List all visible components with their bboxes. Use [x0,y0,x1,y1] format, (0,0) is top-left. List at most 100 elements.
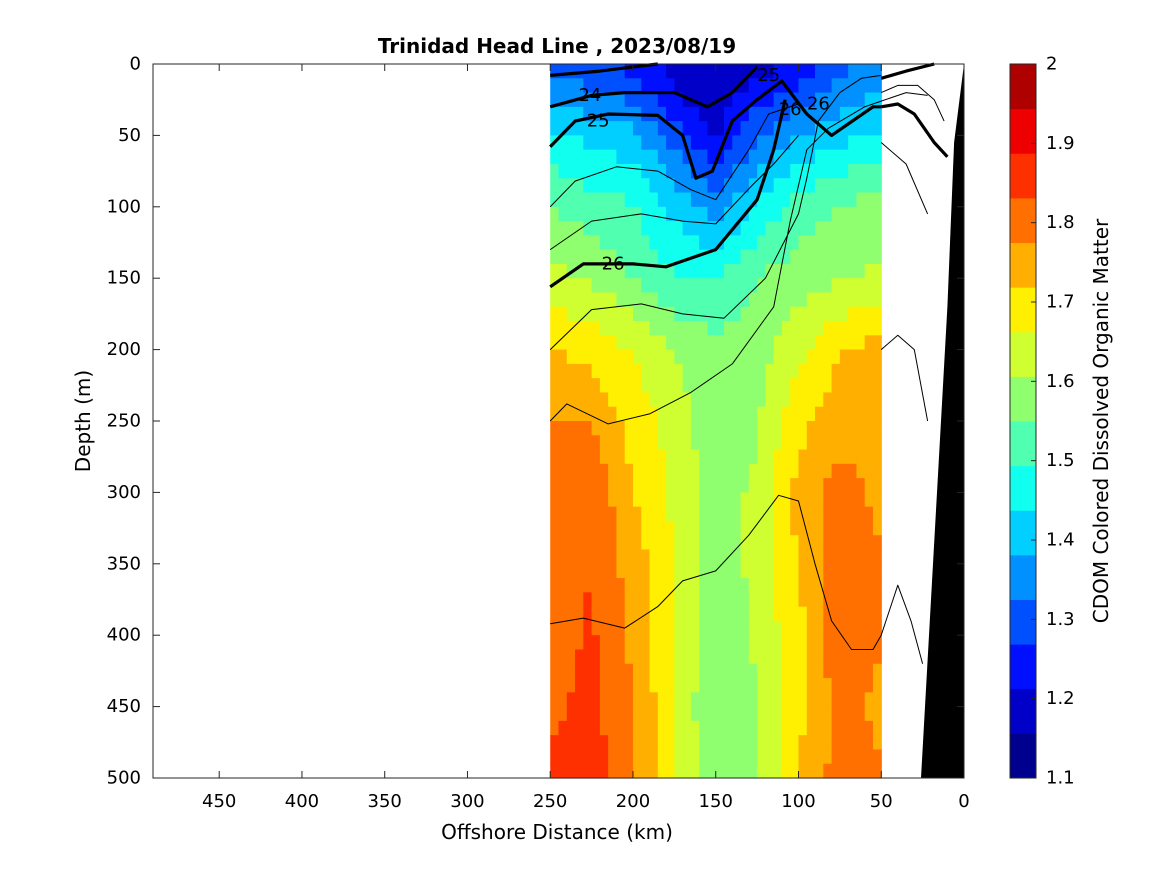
chart-title: Trinidad Head Line , 2023/08/19 [378,34,736,58]
heat-cell [682,292,692,308]
heat-cell [823,235,833,251]
heat-cell [657,735,667,751]
heat-cell [699,549,709,565]
heat-cell [608,406,618,422]
heat-cell [649,692,659,708]
heat-cell [657,178,667,194]
heat-cell [798,163,808,179]
heat-cell [666,606,675,622]
heat-cell [632,121,642,136]
heat-cell [790,506,800,522]
contour-line [881,84,945,122]
heat-cell [591,578,601,593]
heat-cell [798,763,808,779]
heat-cell [781,149,791,165]
heat-cell [566,678,576,693]
heat-cell [566,692,576,708]
heat-cell [839,578,849,593]
heat-cell [566,349,576,365]
heat-cell [773,192,783,208]
heat-cell [550,520,560,536]
heat-cell [699,206,709,222]
heat-cell [715,620,725,636]
heat-cell [616,506,626,522]
heat-cell [781,435,791,451]
heat-cell [649,506,659,522]
heat-cell [641,635,651,651]
heat-cell [715,735,725,751]
heat-cell [624,749,634,765]
heat-cell [864,363,874,379]
heat-cell [558,206,568,222]
heat-cell [699,506,709,522]
heat-cell [657,378,667,394]
heat-cell [806,749,816,765]
heat-cell [616,306,626,322]
heat-cell [583,192,593,208]
heat-cell [798,149,808,165]
heat-cell [790,178,800,194]
heat-cell [790,478,800,493]
heat-cell [724,735,733,751]
heat-cell [856,749,866,765]
heat-cell [657,392,667,408]
heat-cell [707,192,717,208]
heat-cell [806,306,816,322]
heat-cell [740,64,750,79]
heat-cell [649,578,659,593]
heat-cell [591,335,601,351]
heat-cell [674,178,684,194]
heat-cell [624,321,634,336]
heat-cell [765,535,775,551]
heat-cell [674,635,684,651]
heat-cell [575,392,584,408]
heat-cell [790,64,800,79]
heat-cell [773,64,783,79]
colorbar-swatch [1010,554,1036,601]
heat-cell [591,106,601,122]
heat-cell [856,121,866,136]
heat-cell [690,549,700,565]
heat-cell [674,78,684,94]
heat-cell [715,263,725,279]
heat-cell [550,335,560,351]
heat-cell [790,321,800,336]
heat-cell [666,392,675,408]
heat-cell [848,121,858,136]
heat-cell [831,549,841,565]
heat-cell [682,206,692,222]
heat-cell [690,720,700,736]
heat-cell [831,592,841,608]
heat-cell [591,449,601,465]
heat-cell [666,549,675,565]
heat-cell [624,221,634,236]
heat-cell [790,349,800,365]
heat-cell [682,363,692,379]
heat-cell [773,206,783,222]
heat-cell [724,635,733,651]
heat-cell [649,635,659,651]
heat-cell [864,92,874,108]
heat-cell [657,263,667,279]
heat-cell [707,620,717,636]
heat-cell [624,378,634,394]
heat-cell [583,492,593,508]
heat-cell [591,235,601,251]
heat-cell [674,149,684,165]
heat-cell [657,278,667,294]
heat-cell [666,278,675,294]
heat-cell [666,192,675,208]
heat-cell [699,592,709,608]
heat-cell [591,592,601,608]
heat-cell [550,535,560,551]
heat-cell [790,106,800,122]
heat-cell [732,592,742,608]
colorbar-tick-label: 1.6 [1046,371,1075,392]
heat-cell [558,135,568,151]
heat-cell [732,520,742,536]
heat-cell [848,692,858,708]
heat-cell [608,64,618,79]
heat-cell [757,478,766,493]
heat-cell [649,149,659,165]
heat-cell [732,192,742,208]
